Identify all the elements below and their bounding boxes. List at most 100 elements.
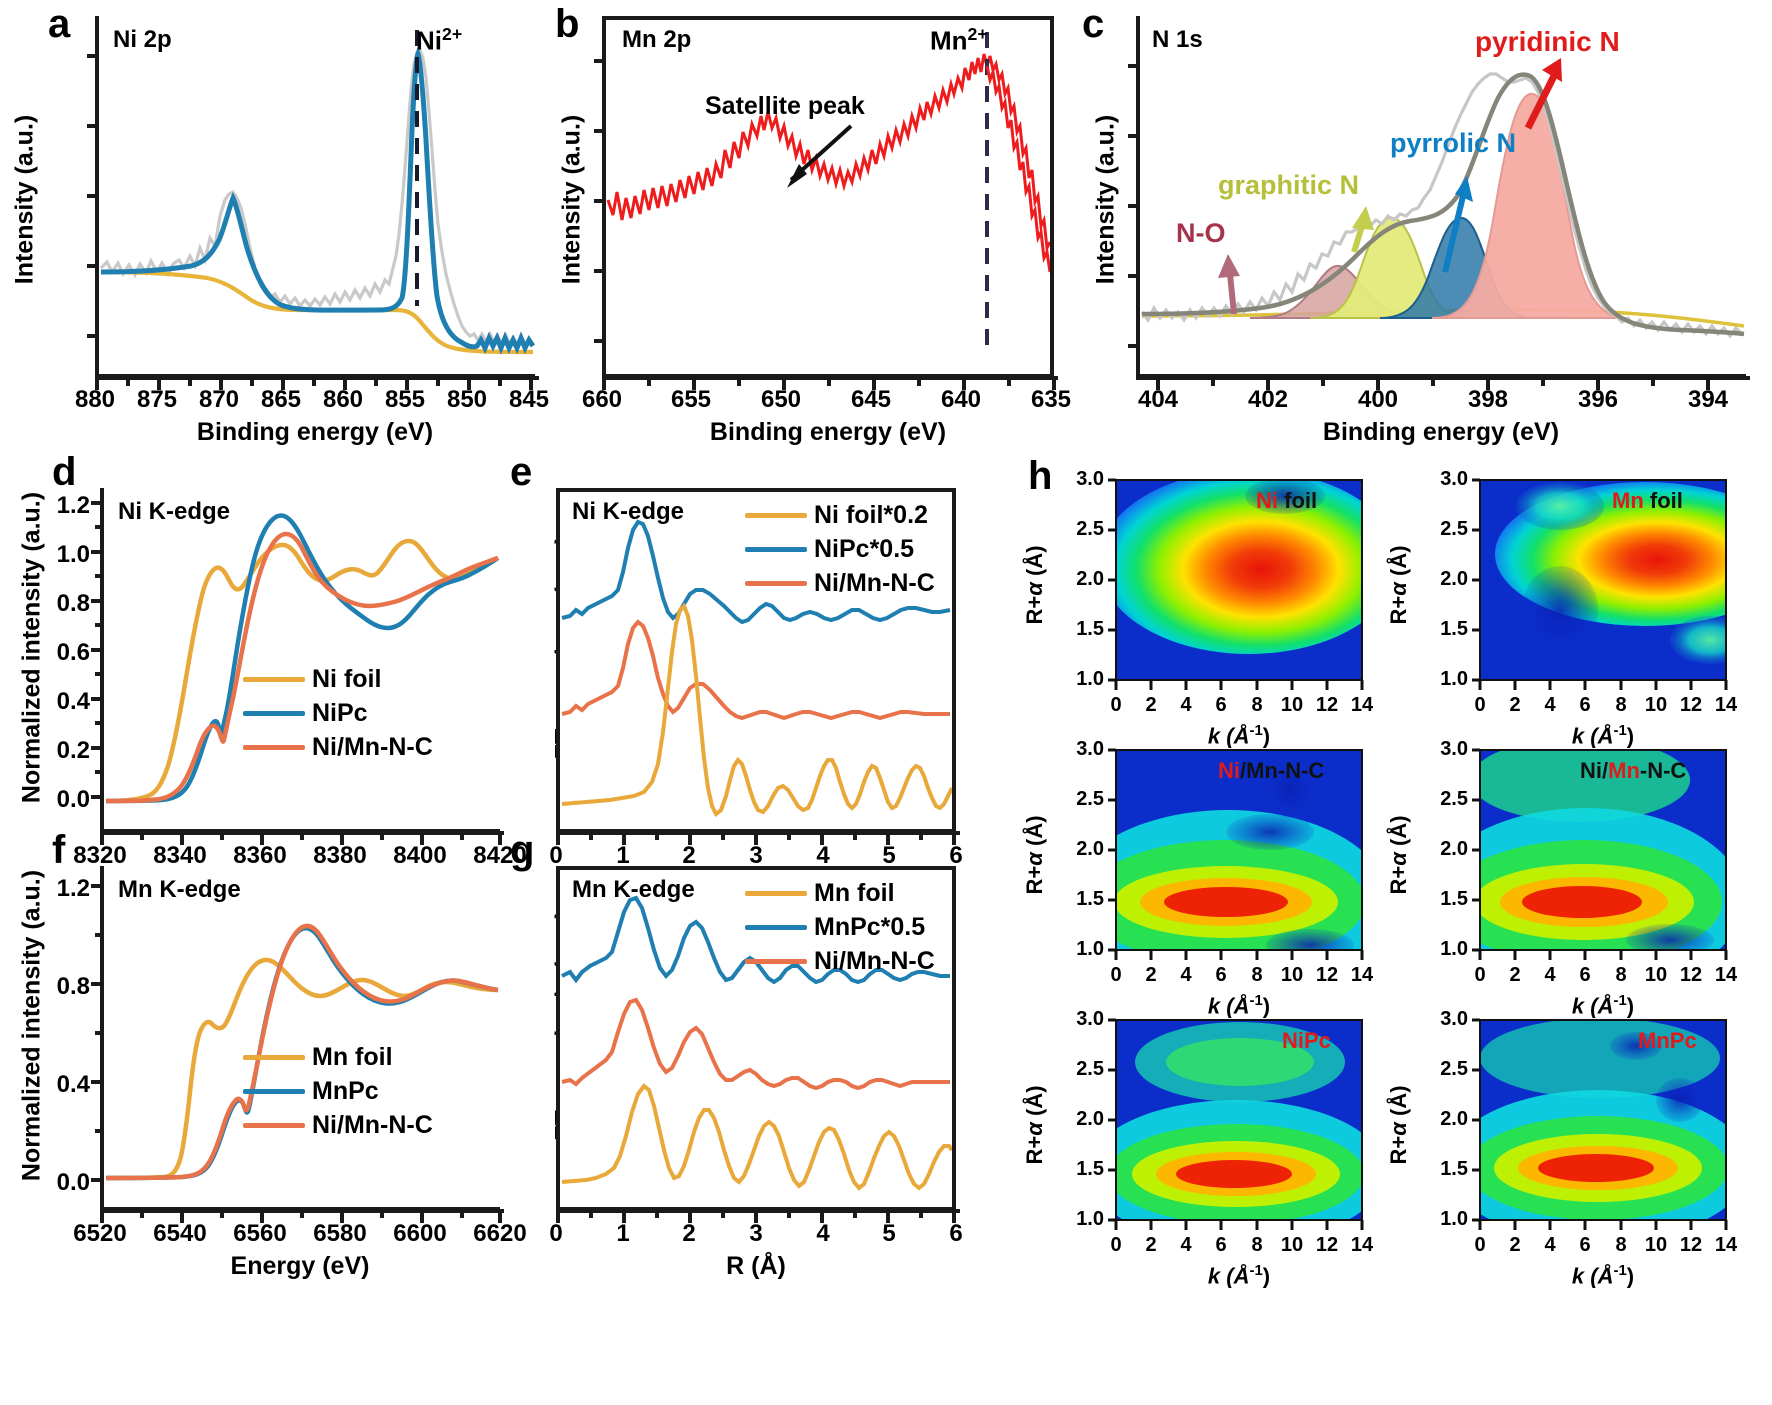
panel-d-xtick-3: 8380 xyxy=(313,842,367,869)
panel-e-xtick-6: 6 xyxy=(949,842,963,869)
panel-c-label-pyrrolic: pyrrolic N xyxy=(1390,128,1517,158)
ylab-alpha: α xyxy=(1386,582,1411,596)
h-ytick-r2c1-4: 1.0 xyxy=(1440,1208,1468,1230)
legend-label-2: Ni/Mn-N-C xyxy=(312,1110,433,1139)
h-xtick-r0c1-2: 4 xyxy=(1544,694,1556,716)
panel-f-ytick-1: 0.8 xyxy=(56,973,90,1000)
h-xtick-r0c1-1: 2 xyxy=(1509,694,1521,716)
h-xtick-r1c0-1: 2 xyxy=(1145,964,1157,986)
panel-a-annotation: Ni2+ xyxy=(416,24,462,57)
panel-b-svg-tail xyxy=(985,65,1050,273)
panel-c-plot-area xyxy=(1136,16,1746,378)
h-xtick-r2c1-4: 8 xyxy=(1615,1234,1627,1256)
panel-a-yaxis-ticks xyxy=(87,16,99,378)
h-xlabel-r1c0: k (Å-1) xyxy=(1116,992,1362,1019)
h-ytick-r0c0-0: 3.0 xyxy=(1076,468,1104,490)
h-ytick-r2c1-0: 3.0 xyxy=(1440,1008,1468,1030)
ylab-post: (Å) xyxy=(1022,545,1047,583)
panel-f-letter: f xyxy=(52,828,66,872)
panel-e-xtick-5: 5 xyxy=(882,842,896,869)
panel-g-xlabel: R (Å) xyxy=(726,1252,786,1280)
panel-f-yaxis-ticks xyxy=(91,866,104,1211)
h-xtick-r1c1-0: 0 xyxy=(1474,964,1486,986)
ylab-pre: R+ xyxy=(1386,1135,1411,1165)
h-xtick-r0c1-5: 10 xyxy=(1644,694,1668,716)
panel-a-svg xyxy=(99,30,535,355)
panel-b-xtick-3: 645 xyxy=(850,386,892,413)
h-xtick-r0c1-7: 14 xyxy=(1714,694,1738,716)
h-xtick-r1c1-5: 10 xyxy=(1644,964,1668,986)
panel-a-xtick-3: 865 xyxy=(260,386,302,413)
panel-f-ytick-0: 1.2 xyxy=(56,875,90,902)
panel-g-xtick-3: 3 xyxy=(749,1220,763,1247)
h-xtick-r1c0-3: 6 xyxy=(1215,964,1227,986)
legend-item-2: Ni/Mn-N-C xyxy=(243,1108,433,1142)
panel-c-label-no: N-O xyxy=(1176,218,1226,248)
panel-b-tail-noise xyxy=(985,65,1050,273)
panel-c-xtick-3: 398 xyxy=(1467,386,1509,413)
panel-h-letter: h xyxy=(1028,454,1053,498)
legend-swatch-1 xyxy=(745,546,807,552)
panel-a-xtick-6: 850 xyxy=(446,386,488,413)
h-xtick-r2c0-0: 0 xyxy=(1110,1234,1122,1256)
legend-item-1: MnPc xyxy=(243,1074,433,1108)
panel-d-series-nipc xyxy=(105,513,500,804)
h-xtick-r1c0-6: 12 xyxy=(1315,964,1339,986)
panel-e-xtick-3: 3 xyxy=(749,842,763,869)
panel-f-legend: Mn foil MnPc Ni/Mn-N-C xyxy=(243,1040,433,1142)
panel-d: d Normalized intensity (a.u.) Ni K-edge … xyxy=(0,450,527,902)
heatmap-title-mnpc: MnPc xyxy=(1638,1028,1697,1054)
panel-d-xtick-2: 8360 xyxy=(233,842,287,869)
xlab-end: ) xyxy=(1626,723,1635,749)
panel-d-ytick-3: 0.6 xyxy=(56,639,90,666)
title-part-0: Ni/ xyxy=(1580,758,1609,783)
panel-b-xtick-0: 660 xyxy=(581,386,623,413)
xlab-end: ) xyxy=(1262,723,1271,749)
panel-b-annotation-text: Mn xyxy=(930,25,968,56)
xlab-main: k (Å xyxy=(1207,1263,1250,1289)
legend-swatch-1 xyxy=(243,1088,305,1094)
panel-g-xaxis-ticks xyxy=(556,1209,960,1223)
panel-e-series-nipc xyxy=(561,519,951,625)
panel-d-xtick-5: 8420 xyxy=(473,842,527,869)
h-xtick-r1c0-5: 10 xyxy=(1280,964,1304,986)
panel-f-xtick-5: 6620 xyxy=(473,1220,527,1247)
xlab-sup: -1 xyxy=(1249,992,1263,1009)
legend-item-2: Ni/Mn-N-C xyxy=(745,944,935,978)
panel-c-arrow-pyridinic xyxy=(1524,58,1562,130)
ylab-pre: R+ xyxy=(1022,595,1047,625)
panel-g-xtick-5: 5 xyxy=(882,1220,896,1247)
h-xtick-r1c1-3: 6 xyxy=(1579,964,1591,986)
panel-a-xtick-5: 855 xyxy=(384,386,426,413)
panel-a-xtick-2: 870 xyxy=(198,386,240,413)
xlab-main: k (Å xyxy=(1571,1263,1614,1289)
panel-e-xtick-1: 1 xyxy=(616,842,630,869)
xlab-main: k (Å xyxy=(1571,993,1614,1019)
heatmap-nimnnc-mn xyxy=(1480,750,1726,950)
panel-d-ytick-6: 0.0 xyxy=(56,786,90,813)
legend-label-1: MnPc xyxy=(312,1076,379,1105)
h-xtick-r2c1-7: 14 xyxy=(1714,1234,1738,1256)
legend-label-1: NiPc xyxy=(312,698,368,727)
panel-b-ylabel: Intensity (a.u.) xyxy=(557,114,586,285)
h-xtick-r1c0-4: 8 xyxy=(1251,964,1263,986)
legend-swatch-0 xyxy=(243,676,305,682)
h-xtick-r1c0-0: 0 xyxy=(1110,964,1122,986)
title-part-0: Mn xyxy=(1612,488,1644,513)
panel-f-xtick-0: 6520 xyxy=(73,1220,127,1247)
panel-b-yaxis-ticks xyxy=(594,16,606,378)
ylab-alpha: α xyxy=(1022,1122,1047,1136)
xlab-end: ) xyxy=(1262,993,1271,1019)
panel-d-letter: d xyxy=(52,450,77,494)
h-ytick-r0c0-3: 1.5 xyxy=(1076,618,1104,640)
panel-a-xtick-7: 845 xyxy=(508,386,550,413)
panel-c-xtick-0: 404 xyxy=(1137,386,1179,413)
panel-c-label-graphitic: graphitic N xyxy=(1218,170,1360,200)
panel-d-inner-title: Ni K-edge xyxy=(118,498,231,525)
panel-g: g FT magnitude (a.u.) Mn K-edge Mn foil … xyxy=(500,828,1030,1280)
panel-b-xtick-5: 635 xyxy=(1030,386,1072,413)
panel-d-ytick-5: 0.2 xyxy=(56,737,90,764)
legend-item-2: Ni/Mn-N-C xyxy=(243,730,433,764)
h-ytick-r0c1-4: 1.0 xyxy=(1440,668,1468,690)
panel-b-annotation-sup: 2+ xyxy=(967,24,988,44)
